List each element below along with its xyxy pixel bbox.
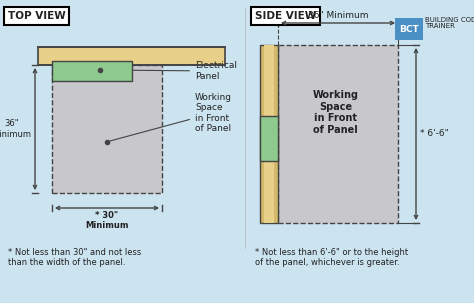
Text: * 30"
Minimum: * 30" Minimum — [85, 211, 129, 230]
Text: * 6'-6": * 6'-6" — [420, 129, 449, 138]
Bar — [52, 65, 162, 193]
Text: * Not less than 30" and not less
than the width of the panel.: * Not less than 30" and not less than th… — [8, 248, 141, 268]
Text: BCT: BCT — [399, 25, 419, 34]
Bar — [38, 47, 225, 65]
Text: SIDE VIEW: SIDE VIEW — [255, 11, 316, 21]
Bar — [260, 116, 278, 161]
Text: TOP VIEW: TOP VIEW — [8, 11, 66, 21]
Text: * Not less than 6'-6" or to the height
of the panel, whichever is greater.: * Not less than 6'-6" or to the height o… — [255, 248, 408, 268]
Text: Working
Space
in Front
of Panel: Working Space in Front of Panel — [109, 93, 232, 141]
Bar — [395, 18, 423, 40]
Text: 36" Minimum: 36" Minimum — [308, 11, 368, 20]
Text: BUILDING CODE
TRAINER: BUILDING CODE TRAINER — [425, 16, 474, 29]
Bar — [260, 45, 278, 223]
Bar — [278, 45, 398, 223]
Text: 36"
Minimum: 36" Minimum — [0, 119, 31, 139]
Text: Working
Space
in Front
of Panel: Working Space in Front of Panel — [312, 90, 359, 135]
Text: Electrical
Panel: Electrical Panel — [103, 61, 237, 81]
Bar — [264, 45, 274, 223]
Bar — [52, 61, 132, 81]
